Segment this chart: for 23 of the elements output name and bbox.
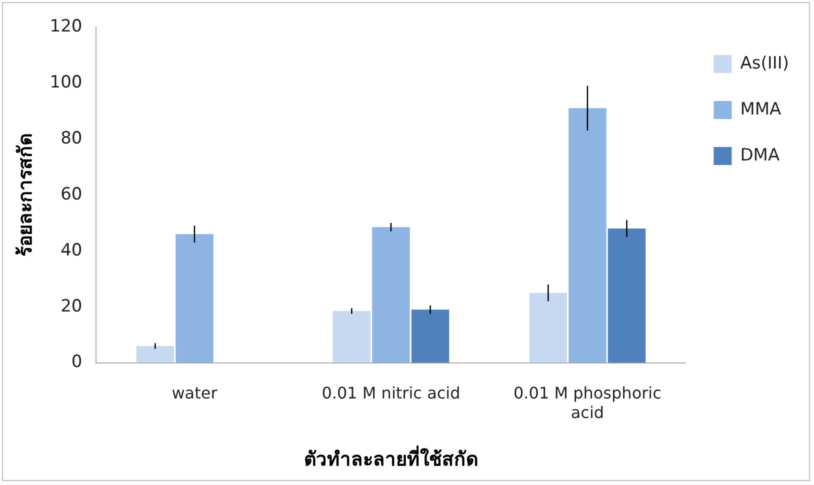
legend-label: As(III)	[740, 53, 790, 74]
legend-label: DMA	[740, 145, 780, 166]
x-tick-label: 0.01 M nitric acid	[322, 384, 460, 403]
x-tick-label: water	[172, 384, 218, 403]
y-tick-label: 80	[60, 128, 82, 148]
y-tick-label: 40	[60, 240, 82, 260]
y-tick-label: 0	[71, 352, 82, 372]
bar	[372, 227, 410, 363]
y-tick-label: 120	[50, 16, 82, 36]
bar	[529, 292, 568, 363]
bar	[568, 108, 606, 363]
y-tick-label: 100	[50, 72, 82, 92]
bar	[176, 234, 214, 363]
legend-label: MMA	[740, 99, 782, 120]
x-axis-title: ตัวทำละลายที่ใช้สกัด	[304, 446, 478, 471]
x-tick-label: 0.01 M phosphoric acid	[513, 384, 662, 422]
bar	[411, 310, 450, 363]
bar	[608, 228, 646, 363]
bar	[332, 311, 371, 363]
y-tick-label: 20	[60, 296, 82, 316]
y-axis-title: ร้อยละการสกัด	[14, 133, 36, 256]
bar	[136, 346, 174, 363]
y-tick-label: 60	[60, 184, 82, 204]
